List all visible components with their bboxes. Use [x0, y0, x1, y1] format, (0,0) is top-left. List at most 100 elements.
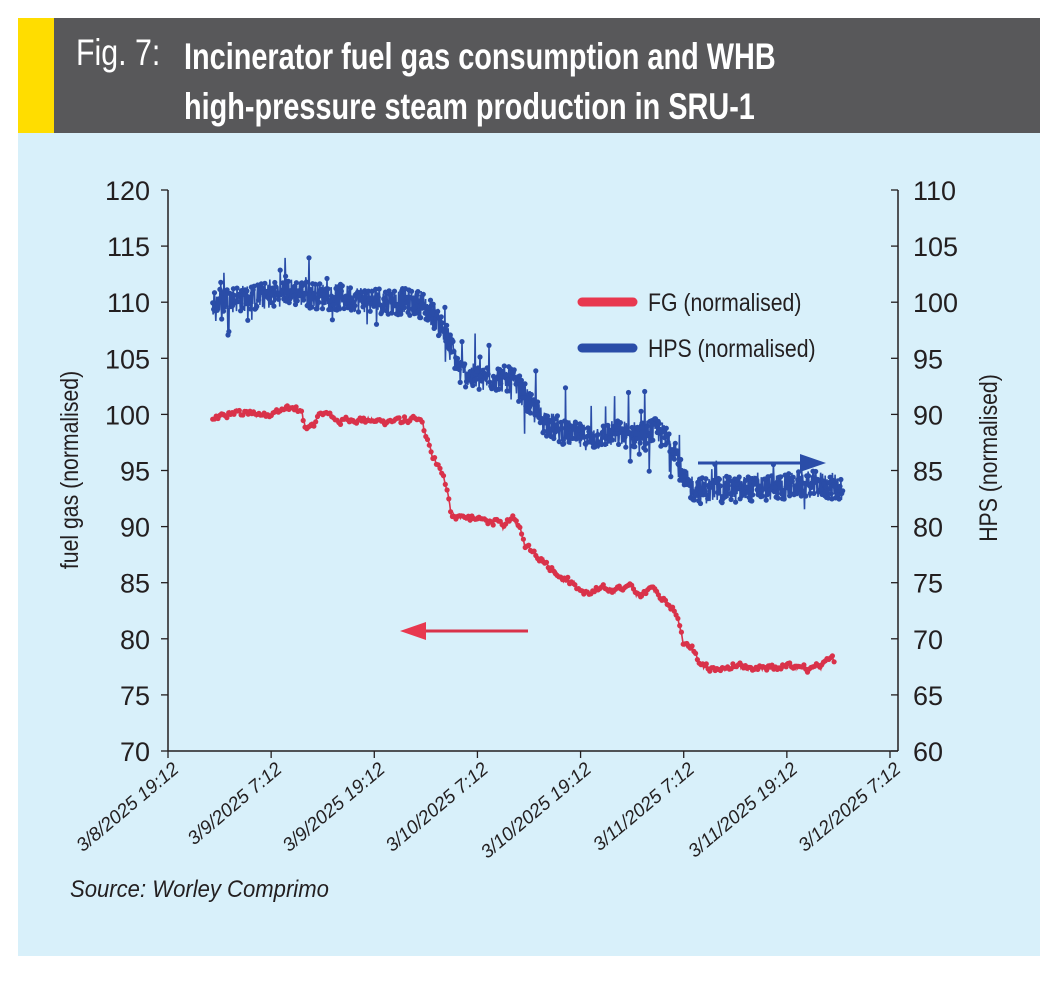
data-point [724, 485, 731, 492]
data-point [602, 441, 608, 447]
data-point [750, 492, 756, 498]
data-point [635, 426, 642, 432]
data-point [321, 292, 327, 298]
data-point [290, 288, 296, 294]
data-point [829, 653, 836, 659]
data-point [331, 295, 337, 301]
source-note: Source: Worley Comprimo [70, 876, 329, 903]
data-point [521, 395, 527, 401]
data-point [616, 441, 622, 447]
data-point [678, 629, 685, 635]
data-point [415, 289, 421, 295]
data-point [352, 303, 358, 309]
data-point [313, 419, 319, 425]
data-point [448, 509, 454, 515]
data-point [535, 399, 541, 405]
data-point [271, 303, 277, 309]
data-point [595, 432, 601, 438]
data-point [498, 381, 504, 387]
data-point [227, 290, 233, 296]
data-point [412, 304, 418, 310]
data-point [562, 385, 569, 391]
title-line-2: high-pressure steam production in SRU-1 [184, 86, 755, 127]
data-point [803, 493, 809, 499]
data-point [586, 429, 592, 435]
right-y-tick-label: 100 [913, 288, 958, 318]
data-point [542, 420, 548, 426]
data-point [375, 294, 381, 300]
data-point [516, 398, 522, 404]
right-y-tick-label: 70 [913, 625, 943, 655]
data-point [210, 300, 216, 306]
x-tick-label: 3/9/2025 7:12 [184, 758, 287, 849]
data-point [643, 447, 649, 453]
data-point [772, 485, 778, 491]
data-point [435, 308, 441, 315]
data-point [226, 329, 232, 335]
data-point [314, 306, 320, 312]
data-point [300, 282, 306, 288]
data-point [789, 478, 795, 484]
data-point [300, 417, 306, 424]
data-point [413, 310, 419, 316]
data-point [328, 306, 334, 312]
data-point [312, 281, 318, 287]
data-point [367, 308, 373, 314]
accent-strip [18, 18, 54, 133]
data-point [407, 312, 413, 318]
data-point [513, 518, 519, 524]
data-point [554, 413, 561, 419]
data-point [337, 306, 343, 312]
data-point [278, 292, 284, 298]
data-point [751, 481, 758, 487]
data-point [599, 429, 606, 435]
data-point [234, 285, 240, 291]
data-point [496, 386, 502, 392]
data-point [636, 451, 642, 457]
data-point [670, 604, 676, 610]
data-point [484, 365, 490, 371]
hps-right-axis-arrow [698, 454, 826, 472]
data-point [656, 420, 662, 427]
data-point [311, 290, 317, 296]
data-point [408, 294, 414, 300]
data-point [831, 659, 837, 665]
data-point [584, 433, 590, 440]
data-point [760, 486, 767, 492]
data-point [675, 615, 681, 622]
data-point [424, 309, 430, 315]
data-point [295, 288, 301, 294]
data-point [293, 280, 299, 286]
data-point [543, 559, 550, 565]
data-point [421, 302, 427, 308]
data-point [807, 490, 813, 496]
data-point [613, 423, 619, 429]
data-point [442, 304, 448, 310]
left-y-tick-label: 75 [120, 681, 150, 711]
data-point [790, 474, 796, 480]
data-point [749, 498, 755, 504]
data-point [247, 300, 253, 307]
data-point [444, 487, 450, 493]
data-point [605, 422, 611, 428]
series-layer [210, 255, 846, 675]
data-point [262, 280, 268, 286]
data-point [511, 367, 517, 373]
legend-label-fg: FG (normalised) [648, 288, 801, 316]
data-point [311, 423, 317, 429]
data-point [689, 643, 695, 649]
data-point [319, 306, 326, 312]
data-point [771, 489, 777, 495]
data-point [424, 436, 431, 443]
left-y-tick-label: 105 [105, 344, 150, 374]
right-y-tick-label: 105 [913, 232, 958, 262]
data-point [619, 426, 625, 432]
data-point [441, 329, 447, 335]
data-point [477, 354, 483, 360]
data-point [663, 425, 669, 431]
data-point [298, 408, 305, 414]
data-point [572, 419, 579, 425]
data-point [315, 294, 321, 301]
data-point [609, 437, 615, 443]
